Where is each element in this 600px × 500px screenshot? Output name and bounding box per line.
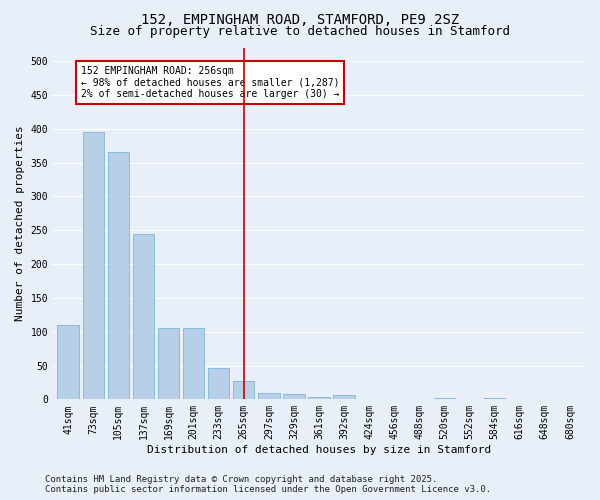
Text: 152 EMPINGHAM ROAD: 256sqm
← 98% of detached houses are smaller (1,287)
2% of se: 152 EMPINGHAM ROAD: 256sqm ← 98% of deta… [80,66,339,99]
Bar [158,328,179,400]
Bar [83,132,104,400]
Bar [334,394,355,400]
Bar [258,392,280,400]
Text: Size of property relative to detached houses in Stamford: Size of property relative to detached ho… [90,25,510,38]
Bar [359,398,380,400]
X-axis label: Distribution of detached houses by size in Stamford: Distribution of detached houses by size … [147,445,491,455]
Bar [233,381,254,400]
Bar [434,398,455,400]
Text: Contains HM Land Registry data © Crown copyright and database right 2025.
Contai: Contains HM Land Registry data © Crown c… [45,474,491,494]
Bar [183,328,204,400]
Bar [58,325,79,400]
Bar [534,398,556,400]
Text: 152, EMPINGHAM ROAD, STAMFORD, PE9 2SZ: 152, EMPINGHAM ROAD, STAMFORD, PE9 2SZ [141,12,459,26]
Bar [484,398,505,400]
Bar [208,368,229,400]
Bar [133,234,154,400]
Bar [107,152,129,400]
Bar [308,396,329,400]
Y-axis label: Number of detached properties: Number of detached properties [15,126,25,322]
Bar [283,394,305,400]
